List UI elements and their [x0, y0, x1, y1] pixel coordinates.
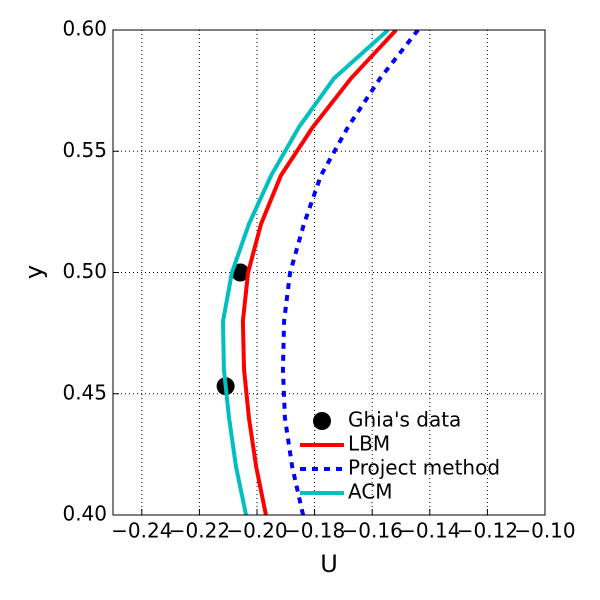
legend-marker: [313, 412, 331, 430]
x-tick-label: −0.24: [111, 519, 172, 543]
x-tick-label: −0.10: [514, 519, 575, 543]
y-tick-label: 0.40: [62, 502, 107, 526]
y-tick-label: 0.45: [62, 380, 107, 404]
y-tick-label: 0.55: [62, 138, 107, 162]
plot-area: [216, 30, 420, 515]
x-tick-label: −0.20: [226, 519, 287, 543]
legend-label: ACM: [348, 480, 393, 504]
x-tick-label: −0.18: [284, 519, 345, 543]
series-line: [221, 30, 390, 515]
legend-label: LBM: [348, 432, 390, 456]
x-tick-label: −0.22: [169, 519, 230, 543]
series-line: [240, 30, 398, 515]
legend-label: Ghia's data: [348, 408, 461, 432]
legend-label: Project method: [348, 456, 500, 480]
ticks: −0.24−0.22−0.20−0.18−0.16−0.14−0.12−0.10…: [62, 17, 575, 543]
data-point: [231, 263, 250, 282]
x-tick-label: −0.12: [457, 519, 518, 543]
y-axis-label: y: [20, 265, 48, 279]
series-line: [280, 30, 420, 515]
y-tick-label: 0.50: [62, 259, 107, 283]
x-tick-label: −0.16: [342, 519, 403, 543]
y-tick-label: 0.60: [62, 17, 107, 41]
x-tick-label: −0.14: [399, 519, 460, 543]
x-axis-label: U: [320, 550, 338, 578]
